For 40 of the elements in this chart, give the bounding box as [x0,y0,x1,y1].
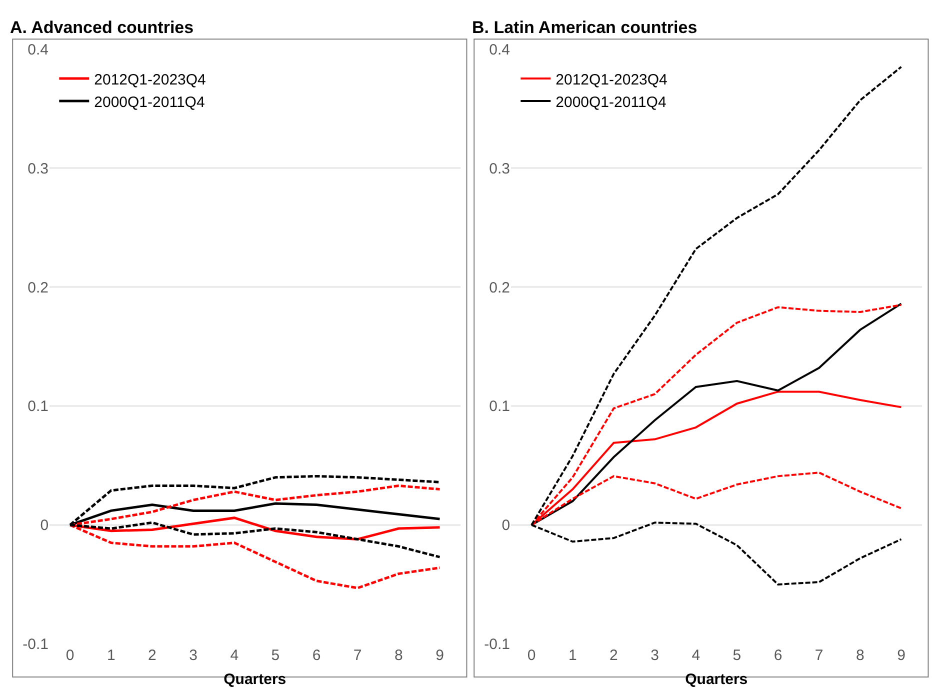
y-tick-label: 0.1 [489,398,510,416]
x-tick-label: 1 [106,646,116,664]
x-tick-label: 5 [271,646,280,664]
x-tick-label: 8 [856,646,864,664]
y-tick-label: 0.4 [28,41,49,58]
x-tick-label: 8 [394,646,403,664]
x-tick-label: 6 [774,646,782,664]
y-tick-label: 0.1 [28,398,49,416]
x-tick-label: 7 [814,646,824,664]
x-axis-title: Quarters [224,670,286,688]
chart-title: B. Latin American countries [472,18,698,37]
y-tick-label: 0.3 [28,160,49,178]
legend-label: 2000Q1-2011Q4 [556,94,666,111]
y-tick-label: 0 [40,517,49,534]
chart-title: A. Advanced countries [10,18,194,37]
x-tick-label: 9 [436,646,444,664]
x-tick-label: 3 [650,646,659,664]
x-tick-label: 4 [692,646,700,664]
x-tick-label: 2 [610,646,618,664]
x-tick-label: 7 [353,646,362,664]
x-tick-label: 2 [148,646,156,664]
y-tick-label: 0.4 [489,41,510,58]
y-tick-label: -0.1 [22,636,49,654]
x-tick-label: 3 [189,646,198,664]
legend-label: 2000Q1-2011Q4 [94,94,205,111]
y-tick-label: 0.2 [489,279,510,296]
legend-label: 2012Q1-2023Q4 [94,71,206,88]
legend-label: 2012Q1-2023Q4 [556,71,668,88]
x-tick-label: 0 [527,646,536,664]
x-tick-label: 0 [66,646,74,664]
y-tick-label: 0 [502,517,510,534]
y-tick-label: -0.1 [484,636,510,654]
y-tick-label: 0.2 [28,279,49,296]
y-tick-label: 0.3 [489,160,510,178]
x-axis-title: Quarters [685,670,748,688]
x-tick-label: 6 [312,646,321,664]
x-tick-label: 4 [230,646,239,664]
x-tick-label: 1 [568,646,577,664]
x-tick-label: 5 [732,646,742,664]
x-tick-label: 9 [897,646,906,664]
